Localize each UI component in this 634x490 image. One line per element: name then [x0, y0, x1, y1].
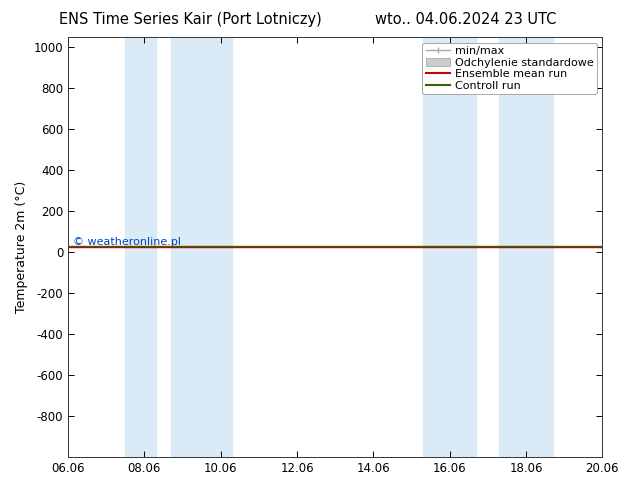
- Y-axis label: Temperature 2m (°C): Temperature 2m (°C): [15, 181, 28, 313]
- Text: wto.. 04.06.2024 23 UTC: wto.. 04.06.2024 23 UTC: [375, 12, 557, 27]
- Text: © weatheronline.pl: © weatheronline.pl: [74, 237, 181, 247]
- Text: ENS Time Series Kair (Port Lotniczy): ENS Time Series Kair (Port Lotniczy): [59, 12, 321, 27]
- Bar: [423, 37, 476, 457]
- Bar: [499, 37, 553, 457]
- Bar: [126, 37, 156, 457]
- Legend: min/max, Odchylenie standardowe, Ensemble mean run, Controll run: min/max, Odchylenie standardowe, Ensembl…: [422, 43, 597, 94]
- Bar: [171, 37, 232, 457]
